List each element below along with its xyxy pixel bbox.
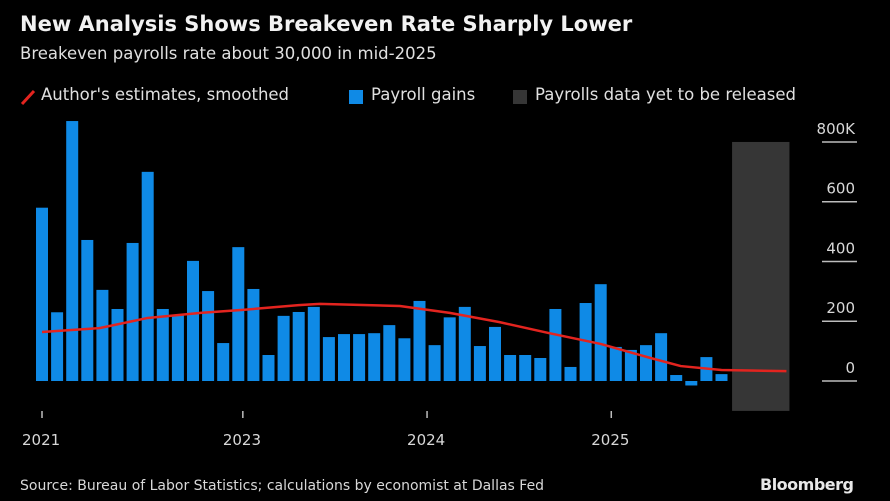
payroll-bar [428, 345, 441, 381]
payroll-bar [232, 247, 245, 381]
y-tick-label: 800K [817, 120, 857, 138]
payroll-bar [36, 207, 48, 381]
payroll-bar [81, 239, 94, 381]
x-tick-label: 2021 [22, 431, 60, 449]
payroll-bar [443, 317, 456, 381]
payroll-bar [368, 333, 381, 381]
payroll-bar [549, 308, 562, 381]
payroll-bar [141, 171, 154, 381]
payroll-bar [519, 355, 532, 381]
payroll-bar [534, 357, 547, 381]
source-note: Source: Bureau of Labor Statistics; calc… [20, 478, 545, 494]
payroll-bar [655, 333, 668, 381]
payroll-bar [489, 326, 501, 381]
payroll-bar [51, 312, 64, 381]
payroll-bar [111, 308, 124, 381]
payroll-bar [292, 311, 305, 381]
payroll-bar [126, 242, 139, 381]
payroll-bar [564, 366, 577, 381]
payroll-bar [277, 315, 290, 381]
payroll-bar [96, 289, 109, 381]
legend-label-payrolls: Payroll gains [371, 85, 476, 104]
y-tick-label: 0 [845, 359, 855, 377]
payroll-bar [504, 355, 517, 381]
payroll-bar [322, 337, 335, 381]
chart-title: New Analysis Shows Breakeven Rate Sharpl… [20, 12, 633, 36]
legend-label-unreleased: Payrolls data yet to be released [535, 85, 796, 104]
payroll-bar [66, 121, 79, 381]
payroll-bar [262, 355, 275, 381]
payroll-bar [383, 325, 396, 381]
x-tick-label: 2023 [223, 431, 261, 449]
unreleased-data-area [732, 141, 790, 411]
payroll-bar [247, 288, 260, 381]
estimate-line [41, 302, 787, 373]
x-tick-label: 2024 [407, 431, 445, 449]
payroll-bar [353, 334, 366, 381]
payroll-bar [171, 315, 184, 381]
y-tick-label: 200 [826, 299, 855, 317]
payroll-bar [473, 346, 486, 381]
payroll-bar [715, 374, 728, 381]
payroll-bar [609, 346, 622, 381]
payroll-bar [217, 343, 230, 381]
chart-subtitle: Breakeven payrolls rate about 30,000 in … [20, 44, 437, 63]
y-tick-label: 600 [826, 180, 855, 198]
payroll-bar [624, 349, 637, 381]
payroll-bar [187, 260, 199, 381]
payroll-bar [398, 338, 411, 381]
payroll-bar [338, 334, 350, 381]
payroll-bar [594, 284, 607, 381]
x-tick-label: 2025 [591, 431, 629, 449]
y-tick-label: 400 [826, 239, 855, 257]
payroll-bar [458, 306, 471, 381]
legend-label-estimates: Author's estimates, smoothed [41, 85, 290, 104]
bloomberg-logo: Bloomberg [760, 475, 854, 494]
payroll-bar [685, 381, 698, 386]
payroll-bar [202, 291, 215, 381]
payroll-bar [156, 308, 169, 381]
payroll-bar [413, 300, 426, 381]
legend-area-swatch-icon [513, 90, 527, 104]
payroll-bar [640, 345, 652, 381]
legend-line-swatch-icon [20, 89, 36, 106]
payroll-bar [670, 375, 683, 381]
legend-bar-swatch-icon [349, 90, 363, 104]
payroll-bar [307, 306, 320, 381]
